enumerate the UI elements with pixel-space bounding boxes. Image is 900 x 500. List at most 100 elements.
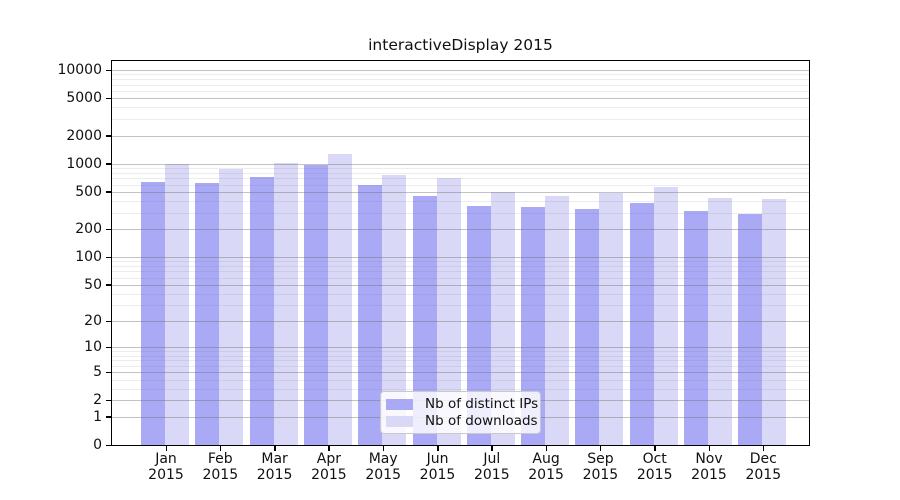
y-tick-mark bbox=[106, 444, 111, 446]
x-tick-mark bbox=[599, 446, 602, 451]
legend-entry-ips: Nb of distinct IPs bbox=[386, 397, 538, 412]
x-tick-label: Dec 2015 bbox=[735, 451, 791, 483]
y-tick-mark bbox=[106, 256, 111, 259]
x-tick-label-year: 2015 bbox=[419, 467, 456, 483]
bar-downloads-aug bbox=[545, 195, 570, 445]
legend-label: Nb of downloads bbox=[425, 413, 538, 429]
x-tick-label-year: 2015 bbox=[636, 467, 673, 483]
x-tick-mark bbox=[491, 446, 493, 451]
bar-downloads-nov bbox=[708, 198, 732, 445]
y-tick-mark bbox=[106, 191, 111, 193]
bar-ips-dec bbox=[738, 214, 763, 445]
x-tick-label-month: May bbox=[368, 451, 398, 467]
bar-ips-mar bbox=[249, 177, 274, 445]
x-tick-label: Nov 2015 bbox=[681, 451, 737, 483]
y-tick-label: 0 bbox=[93, 437, 102, 453]
legend-swatch bbox=[386, 399, 413, 410]
bar-downloads-feb bbox=[219, 169, 244, 445]
bar-downloads-mar bbox=[273, 163, 298, 445]
y-tick-label: 500 bbox=[75, 183, 102, 200]
y-tick-mark bbox=[106, 346, 111, 349]
y-tick-label: 50 bbox=[84, 276, 102, 293]
x-tick-label-year: 2015 bbox=[582, 467, 619, 483]
y-tick-mark bbox=[106, 135, 111, 137]
x-tick-label-month: Aug bbox=[532, 451, 560, 467]
x-tick-label-year: 2015 bbox=[745, 467, 782, 483]
x-tick-mark bbox=[382, 446, 385, 451]
x-tick-label-year: 2015 bbox=[473, 467, 510, 483]
x-tick-mark bbox=[762, 446, 765, 451]
x-tick-mark bbox=[274, 446, 276, 451]
x-tick-label: Jan 2015 bbox=[138, 451, 194, 483]
x-tick-mark bbox=[654, 446, 656, 451]
x-tick-label-year: 2015 bbox=[365, 467, 401, 483]
bar-ips-sep bbox=[575, 208, 600, 445]
bar-ips-oct bbox=[629, 202, 654, 445]
bar-downloads-sep bbox=[599, 193, 624, 445]
x-tick-label: Mar 2015 bbox=[247, 451, 303, 483]
x-tick-label: Sep 2015 bbox=[572, 451, 628, 483]
x-tick-label-month: Jun bbox=[426, 451, 449, 467]
legend-label: Nb of distinct IPs bbox=[425, 396, 539, 412]
x-tick-mark bbox=[165, 446, 167, 451]
x-tick-label: Feb 2015 bbox=[192, 451, 248, 483]
y-tick-label: 1 bbox=[93, 408, 102, 425]
x-tick-label-year: 2015 bbox=[256, 467, 293, 483]
y-tick-mark bbox=[106, 228, 111, 231]
x-tick-label-year: 2015 bbox=[528, 467, 564, 483]
y-tick-label: 10000 bbox=[57, 62, 102, 78]
chart-title: interactiveDisplay 2015 bbox=[368, 36, 553, 54]
x-tick-mark bbox=[328, 446, 330, 451]
x-tick-label-month: Nov bbox=[695, 451, 723, 467]
x-tick-label-month: Sep bbox=[587, 451, 614, 467]
x-tick-label-month: Apr bbox=[316, 451, 341, 467]
y-tick-mark bbox=[106, 284, 111, 286]
legend-entry-downloads: Nb of downloads bbox=[386, 414, 538, 429]
x-tick-label: May 2015 bbox=[355, 451, 411, 483]
y-tick-label: 5 bbox=[93, 364, 102, 380]
x-tick-label-year: 2015 bbox=[691, 467, 727, 483]
y-tick-label: 5000 bbox=[66, 90, 102, 107]
x-tick-label-month: Dec bbox=[749, 451, 777, 467]
bar-downloads-dec bbox=[762, 198, 787, 445]
bar-downloads-jan bbox=[165, 163, 189, 445]
x-tick-label: Aug 2015 bbox=[518, 451, 574, 483]
bar-ips-nov bbox=[684, 211, 708, 445]
y-tick-mark bbox=[106, 97, 111, 100]
x-tick-label: Apr 2015 bbox=[301, 451, 357, 483]
legend-swatch bbox=[386, 416, 413, 427]
y-tick-label: 2000 bbox=[66, 127, 102, 144]
bar-ips-feb bbox=[195, 183, 220, 445]
y-tick-label: 1000 bbox=[66, 155, 102, 172]
x-tick-mark bbox=[437, 446, 439, 451]
y-tick-mark bbox=[106, 399, 111, 402]
x-tick-label-year: 2015 bbox=[202, 467, 239, 483]
x-tick-label: Jun 2015 bbox=[410, 451, 466, 483]
y-tick-mark bbox=[106, 163, 111, 165]
bars-layer bbox=[112, 61, 809, 445]
bar-ips-jan bbox=[141, 181, 165, 445]
x-tick-label-year: 2015 bbox=[311, 467, 347, 483]
y-tick-mark bbox=[106, 69, 111, 71]
x-tick-label-month: Mar bbox=[261, 451, 288, 467]
y-tick-label: 200 bbox=[75, 221, 102, 238]
x-tick-label: Jul 2015 bbox=[464, 451, 520, 483]
y-tick-mark bbox=[106, 320, 111, 322]
x-tick-label: Oct 2015 bbox=[627, 451, 683, 483]
y-tick-label: 10 bbox=[84, 339, 102, 356]
bar-ips-apr bbox=[303, 164, 328, 445]
x-tick-label-month: Feb bbox=[207, 451, 233, 467]
plot-area bbox=[111, 60, 810, 446]
y-tick-label: 100 bbox=[75, 249, 102, 266]
x-tick-mark bbox=[545, 446, 548, 451]
bar-downloads-oct bbox=[653, 187, 678, 445]
bar-ips-may bbox=[358, 185, 383, 445]
bar-downloads-apr bbox=[327, 153, 352, 445]
x-tick-label-year: 2015 bbox=[148, 467, 184, 483]
x-tick-mark bbox=[219, 446, 222, 451]
legend: Nb of distinct IPs Nb of downloads bbox=[380, 391, 541, 434]
x-tick-label-month: Oct bbox=[642, 451, 667, 467]
x-tick-label-month: Jul bbox=[483, 451, 501, 467]
x-tick-label-month: Jan bbox=[155, 451, 177, 467]
